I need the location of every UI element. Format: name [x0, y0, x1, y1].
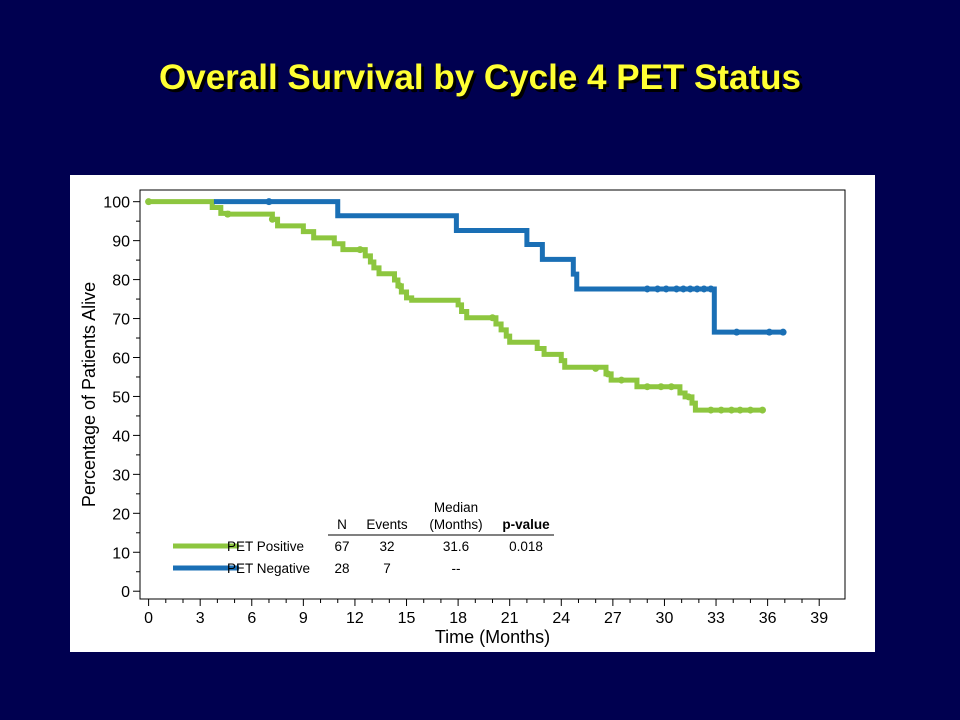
legend-header-median-line1: Median: [434, 500, 478, 515]
censor-mark-pet-positive: [736, 406, 744, 414]
y-tick-label: 20: [112, 506, 130, 523]
censor-mark-pet-negative: [733, 328, 741, 336]
plot-frame: [139, 189, 846, 600]
censor-mark-pet-negative: [643, 285, 651, 293]
x-tick-label: 0: [144, 610, 153, 627]
legend-pvalue: 0.018: [509, 539, 543, 554]
censor-mark-pet-positive: [685, 393, 693, 401]
survival-chart: 0 3 6 9 12 15 18 21 24 27 30 33 36 390102030405060708…: [79, 189, 846, 647]
x-tick-label: 30: [656, 610, 674, 627]
x-tick-label: 9: [299, 610, 308, 627]
censor-mark-pet-negative: [654, 285, 662, 293]
censor-mark-pet-positive: [667, 383, 675, 391]
legend-events-pet-positive: 32: [379, 539, 394, 554]
censor-mark-pet-positive: [489, 314, 496, 322]
legend-header-median-line2: (Months): [429, 517, 482, 532]
x-tick-label: 39: [810, 610, 828, 627]
y-tick-label: 40: [112, 428, 130, 445]
legend-header-pvalue: p-value: [502, 517, 550, 532]
y-axis-title: Percentage of Patients Alive: [79, 282, 99, 507]
x-tick-label: 36: [759, 610, 777, 627]
legend-table: N Events Median (Months) p-value PET Pos…: [173, 500, 554, 576]
legend-header-events: Events: [366, 517, 408, 532]
censor-mark-pet-negative: [700, 285, 708, 293]
censor-mark-pet-positive: [224, 210, 232, 218]
x-tick-label: 18: [449, 610, 467, 627]
censor-mark-pet-negative: [707, 285, 715, 293]
x-tick-label: 15: [398, 610, 416, 627]
censor-mark-pet-positive: [643, 383, 651, 391]
censor-mark-pet-positive: [758, 406, 766, 414]
censor-mark-pet-negative: [779, 328, 787, 336]
legend-n-pet-negative: 28: [334, 561, 349, 576]
x-tick-label: 33: [707, 610, 725, 627]
censor-mark-pet-positive: [592, 364, 600, 372]
x-tick-label: 6: [247, 610, 256, 627]
x-tick-label: 3: [196, 610, 205, 627]
censor-mark-pet-positive: [728, 406, 736, 414]
x-tick-label: 12: [346, 610, 364, 627]
censor-mark-pet-negative: [672, 285, 680, 293]
censor-mark-pet-negative: [693, 285, 701, 293]
censor-mark-pet-positive: [604, 370, 612, 378]
y-tick-label: 100: [103, 195, 130, 212]
series-layer: [145, 198, 787, 414]
censor-mark-pet-negative: [265, 198, 273, 206]
y-tick-label: 60: [112, 350, 130, 367]
x-axis-title: Time (Months): [435, 627, 550, 647]
censor-mark-pet-positive: [746, 406, 754, 414]
y-tick-label: 30: [112, 467, 130, 484]
y-tick-label: 90: [112, 234, 130, 251]
legend-median-pet-positive: 31.6: [443, 539, 469, 554]
censor-mark-pet-negative: [679, 285, 687, 293]
legend-median-pet-negative: --: [452, 561, 461, 576]
censor-mark-pet-positive: [268, 215, 276, 223]
x-tick-label: 27: [604, 610, 622, 627]
axes-layer: 0 3 6 9 12 15 18 21 24 27 30 33 36 390102030405060708…: [79, 189, 846, 647]
chart-panel: 0 3 6 9 12 15 18 21 24 27 30 33 36 39 0 10 20 30 40 50 60 70 8…: [70, 175, 875, 652]
censor-mark-pet-negative: [765, 328, 773, 336]
censor-mark-pet-positive: [717, 406, 725, 414]
censor-mark-pet-positive: [617, 376, 625, 384]
legend-label-pet-negative: PET Negative: [227, 561, 310, 576]
y-tick-label: 0: [121, 584, 130, 601]
slide-title: Overall Survival by Cycle 4 PET Status: [159, 58, 801, 97]
y-tick-label: 10: [112, 545, 130, 562]
censor-mark-pet-positive: [707, 406, 715, 414]
y-tick-label: 80: [112, 273, 130, 290]
censor-mark-pet-positive: [356, 246, 364, 254]
legend-events-pet-negative: 7: [383, 561, 391, 576]
y-tick-label: 50: [112, 389, 130, 406]
censor-mark-pet-positive: [396, 282, 404, 290]
x-tick-label: 21: [501, 610, 519, 627]
y-tick-label: 70: [112, 312, 130, 329]
censor-mark-pet-negative: [686, 285, 694, 293]
censor-mark-pet-positive: [657, 383, 665, 391]
legend-label-pet-positive: PET Positive: [227, 539, 304, 554]
survival-curve-pet-negative: [213, 199, 785, 335]
legend-n-pet-positive: 67: [334, 539, 349, 554]
censor-mark-pet-negative: [662, 285, 670, 293]
legend-header-n: N: [337, 517, 347, 532]
censor-mark-pet-positive: [145, 198, 153, 206]
x-tick-label: 24: [552, 610, 570, 627]
